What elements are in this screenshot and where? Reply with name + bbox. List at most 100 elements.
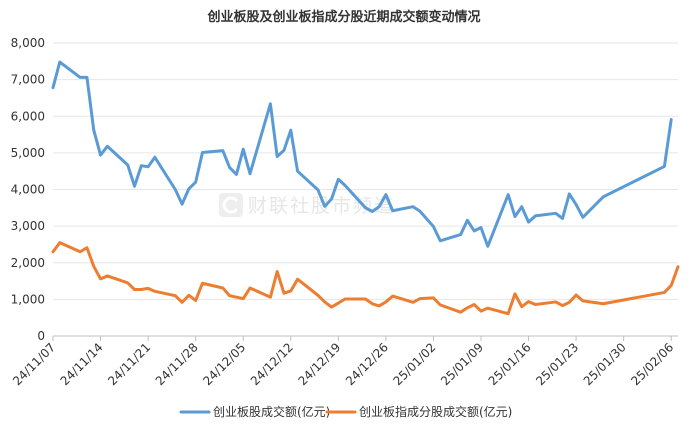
data-point	[153, 290, 156, 293]
data-point	[486, 245, 489, 248]
x-tick-label: 24/11/28	[153, 340, 201, 388]
data-point	[418, 297, 421, 300]
legend-item-orange[interactable]: 创业板指成分股成交额(亿元)	[325, 404, 512, 419]
data-point	[473, 229, 476, 232]
data-point	[269, 296, 272, 299]
data-point	[289, 129, 292, 132]
data-point	[201, 282, 204, 285]
x-tick-label: 25/01/09	[438, 340, 486, 388]
data-point	[575, 293, 578, 296]
data-point	[140, 164, 143, 167]
data-point	[282, 149, 285, 152]
data-point	[670, 284, 673, 287]
data-point	[663, 165, 666, 168]
x-tick-label: 25/02/06	[628, 340, 676, 388]
data-point	[337, 178, 340, 181]
y-tick-label: 6,000	[11, 109, 45, 123]
data-point	[187, 187, 190, 190]
data-point	[58, 61, 61, 64]
data-point	[554, 300, 557, 303]
data-point	[133, 185, 136, 188]
data-point	[79, 76, 82, 79]
x-axis: 24/11/07 24/11/14 24/11/21 24/11/28 24/12/05…	[10, 336, 676, 388]
data-point	[194, 181, 197, 184]
data-point	[276, 155, 279, 158]
data-point	[663, 291, 666, 294]
data-point	[561, 304, 564, 307]
data-point	[282, 292, 285, 295]
data-point	[249, 287, 252, 290]
data-point	[228, 294, 231, 297]
data-point	[371, 302, 374, 305]
legend-label-blue: 创业板股成交额(亿元)	[213, 404, 330, 419]
x-tick-label: 25/01/16	[486, 340, 534, 388]
data-point	[412, 301, 415, 304]
data-point	[126, 281, 129, 284]
data-point	[432, 296, 435, 299]
data-point	[466, 306, 469, 309]
data-point	[323, 205, 326, 208]
x-tick-label: 24/11/21	[105, 340, 153, 388]
series-line-1	[51, 241, 680, 316]
y-tick-label: 2,000	[11, 256, 45, 270]
legend-item-blue[interactable]: 创业板股成交额(亿元)	[179, 404, 330, 419]
data-point	[344, 298, 347, 301]
x-tick-label: 24/12/19	[295, 340, 343, 388]
data-point	[391, 209, 394, 212]
data-point	[92, 265, 95, 268]
x-tick-label: 24/11/07	[10, 340, 58, 388]
y-axis: 0 1,000 2,000 3,000 4,000 5,000 6,000 7,000 8,00…	[11, 36, 45, 343]
watermark: 财联社股市频道	[219, 193, 393, 217]
data-point	[235, 173, 238, 176]
data-point	[174, 188, 177, 191]
data-point	[187, 294, 190, 297]
data-point	[289, 289, 292, 292]
gridlines	[53, 42, 678, 337]
data-point	[153, 156, 156, 159]
data-point	[276, 270, 279, 273]
x-tick-label: 24/12/26	[343, 340, 391, 388]
c-logo-icon	[219, 193, 243, 217]
data-point	[344, 184, 347, 187]
data-point	[384, 300, 387, 303]
data-point	[677, 265, 680, 268]
data-point	[249, 172, 252, 175]
data-point	[337, 302, 340, 305]
data-point	[507, 193, 510, 196]
data-point	[527, 300, 530, 303]
data-point	[92, 129, 95, 132]
data-point	[459, 233, 462, 236]
data-point	[106, 274, 109, 277]
data-point	[568, 192, 571, 195]
data-point	[412, 205, 415, 208]
data-point	[479, 310, 482, 313]
x-tick-label: 25/01/23	[533, 340, 581, 388]
x-tick-label: 25/01/30	[581, 340, 629, 388]
data-point	[52, 86, 55, 89]
data-point	[602, 195, 605, 198]
data-point	[296, 278, 299, 281]
data-point	[364, 298, 367, 301]
data-point	[466, 219, 469, 222]
x-tick-label: 24/11/14	[58, 340, 106, 388]
data-point	[473, 303, 476, 306]
x-tick-label: 24/12/12	[248, 340, 296, 388]
legend: 创业板股成交额(亿元) 创业板指成分股成交额(亿元)	[179, 404, 512, 419]
series-points-0	[52, 61, 673, 248]
data-point	[147, 287, 150, 290]
data-point	[561, 217, 564, 220]
data-point	[99, 154, 102, 157]
data-point	[520, 205, 523, 208]
data-point	[384, 193, 387, 196]
data-point	[378, 205, 381, 208]
data-point	[439, 303, 442, 306]
x-tick-label: 24/12/05	[200, 340, 248, 388]
data-point	[201, 151, 204, 154]
data-point	[296, 170, 299, 173]
data-point	[85, 76, 88, 79]
data-point	[534, 303, 537, 306]
data-point	[513, 292, 516, 295]
y-tick-label: 1,000	[11, 292, 45, 306]
data-point	[513, 215, 516, 218]
